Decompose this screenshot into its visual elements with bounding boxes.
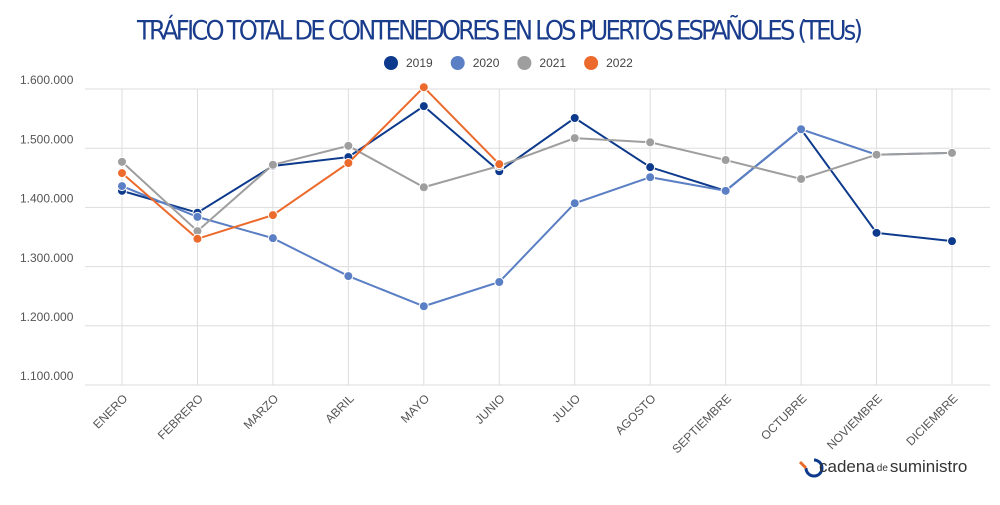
data-point (569, 198, 580, 209)
series-line (121, 104, 953, 243)
data-point (267, 233, 278, 244)
y-tick-label: 1.600.000 (20, 73, 74, 87)
data-point (192, 233, 203, 244)
legend-marker (517, 56, 532, 70)
data-point (796, 173, 807, 184)
data-point (418, 182, 429, 193)
chart-title: TRÁFICO TOTAL DE CONTENEDORES EN LOS PUE… (136, 15, 863, 47)
legend-marker (450, 56, 465, 70)
data-point (720, 185, 731, 196)
y-tick-label: 1.400.000 (20, 192, 74, 206)
data-point (720, 155, 731, 166)
data-point (267, 159, 278, 170)
legend-label: 2021 (539, 56, 566, 70)
x-tick-label: MARZO (241, 391, 282, 432)
series-line (121, 128, 953, 308)
logo-text: cadena de suministro (819, 457, 967, 476)
data-point (418, 301, 429, 312)
data-point (267, 210, 278, 221)
y-tick-label: 1.300.000 (20, 251, 74, 265)
legend-marker (584, 56, 599, 70)
data-point (418, 101, 429, 112)
x-tick-label: JUNIO (472, 391, 507, 426)
data-point (494, 159, 505, 170)
data-point (494, 276, 505, 287)
data-point (418, 82, 429, 93)
data-point (947, 236, 957, 247)
y-tick-label: 1.100.000 (20, 369, 74, 383)
x-tick-label: SEPTIEMBRE (669, 391, 734, 456)
logo: cadena de suministro (798, 457, 967, 478)
data-point (645, 162, 656, 173)
data-point (192, 211, 203, 222)
logo-part: de (877, 463, 889, 474)
data-point (343, 158, 354, 168)
x-tick-label: DICIEMBRE (903, 391, 960, 448)
x-tick-label: NOVIEMBRE (824, 391, 885, 452)
data-point (569, 133, 580, 144)
data-point (117, 156, 127, 167)
data-point (645, 137, 656, 148)
x-tick-label: MAYO (398, 391, 432, 425)
data-point (947, 147, 957, 158)
series-line (121, 85, 500, 240)
data-point (117, 181, 127, 192)
logo-part: cadena (819, 457, 875, 476)
series (117, 82, 505, 244)
legend-label: 2022 (606, 56, 633, 70)
legend-marker (384, 56, 398, 70)
data-point (796, 124, 807, 135)
y-tick-label: 1.500.000 (20, 132, 74, 146)
logo-icon (804, 458, 824, 478)
data-point (871, 149, 882, 160)
data-point (569, 113, 580, 124)
data-point (117, 168, 127, 179)
x-tick-label: AGOSTO (612, 391, 658, 437)
legend-label: 2020 (473, 56, 500, 70)
logo-part: suministro (890, 457, 967, 476)
data-point (645, 172, 656, 183)
data-point (343, 271, 354, 282)
y-tick-label: 1.200.000 (20, 310, 74, 324)
x-tick-label: ABRIL (322, 391, 357, 426)
data-point (871, 227, 882, 238)
legend-label: 2019 (406, 56, 433, 70)
logo-accent (798, 460, 808, 470)
series-line (121, 137, 953, 233)
x-tick-label: FEBRERO (155, 391, 206, 442)
x-tick-label: JULIO (549, 391, 583, 425)
x-tick-label: ENERO (90, 391, 130, 431)
x-tick-label: OCTUBRE (758, 391, 809, 442)
data-point (343, 140, 354, 151)
